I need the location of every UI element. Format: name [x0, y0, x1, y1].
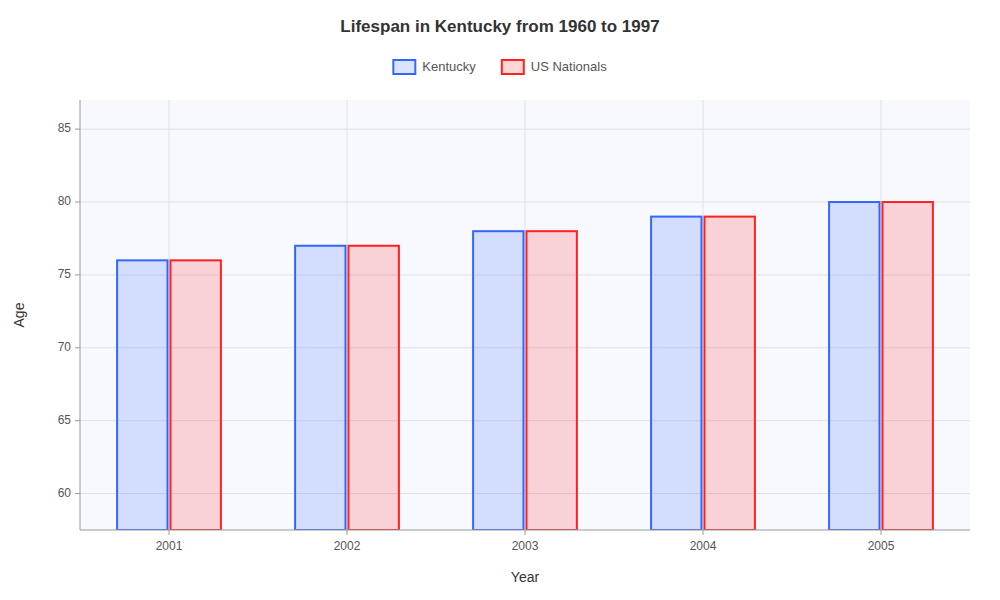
legend-label: US Nationals	[531, 59, 607, 74]
chart-container: 60 65 70 75 80 85 2001 2002 2003 2004 2005 Year Age L…	[0, 0, 1000, 600]
x-grid-line	[881, 100, 882, 530]
bar	[117, 260, 167, 530]
x-tick-label: 2001	[156, 539, 183, 553]
x-grid-line	[525, 100, 526, 530]
y-tick-label: 60	[58, 486, 72, 500]
x-tick	[169, 530, 170, 535]
chart-svg: 60 65 70 75 80 85 2001 2002 2003 2004 2005 Year Age L…	[0, 0, 1000, 600]
y-tick-label: 75	[58, 267, 72, 281]
x-tick	[347, 530, 348, 535]
legend-swatch	[393, 60, 415, 74]
x-tick	[525, 530, 526, 535]
y-tick	[75, 274, 80, 275]
x-axis-label: Year	[511, 569, 540, 585]
y-tick-label: 65	[58, 413, 72, 427]
x-tick	[703, 530, 704, 535]
x-tick-label: 2005	[868, 539, 895, 553]
y-tick	[75, 202, 80, 203]
y-tick	[75, 420, 80, 421]
legend-item: Kentucky	[393, 59, 476, 74]
bar	[171, 260, 221, 530]
y-axis-line	[80, 100, 81, 530]
legend-item: US Nationals	[502, 59, 607, 74]
bar	[705, 217, 755, 530]
x-grid-line	[169, 100, 170, 530]
plot-background	[80, 100, 970, 530]
x-tick-label: 2003	[512, 539, 539, 553]
y-axis-label: Age	[11, 302, 27, 327]
y-tick	[75, 493, 80, 494]
x-tick-label: 2002	[334, 539, 361, 553]
legend-label: Kentucky	[422, 59, 476, 74]
y-tick-label: 70	[58, 340, 72, 354]
legend: Kentucky US Nationals	[393, 59, 607, 74]
x-grid-line	[347, 100, 348, 530]
y-tick	[75, 129, 80, 130]
bar	[883, 202, 933, 530]
chart-title: Lifespan in Kentucky from 1960 to 1997	[340, 17, 659, 36]
bar	[473, 231, 523, 530]
bar	[349, 246, 399, 530]
bars	[117, 202, 933, 530]
y-tick-label: 80	[58, 194, 72, 208]
bar	[295, 246, 345, 530]
legend-swatch	[502, 60, 524, 74]
bar	[829, 202, 879, 530]
bar	[527, 231, 577, 530]
x-tick	[881, 530, 882, 535]
grid	[80, 100, 970, 530]
bar	[651, 217, 701, 530]
y-tick	[75, 347, 80, 348]
x-tick-label: 2004	[690, 539, 717, 553]
x-grid-line	[703, 100, 704, 530]
y-tick-label: 85	[58, 121, 72, 135]
